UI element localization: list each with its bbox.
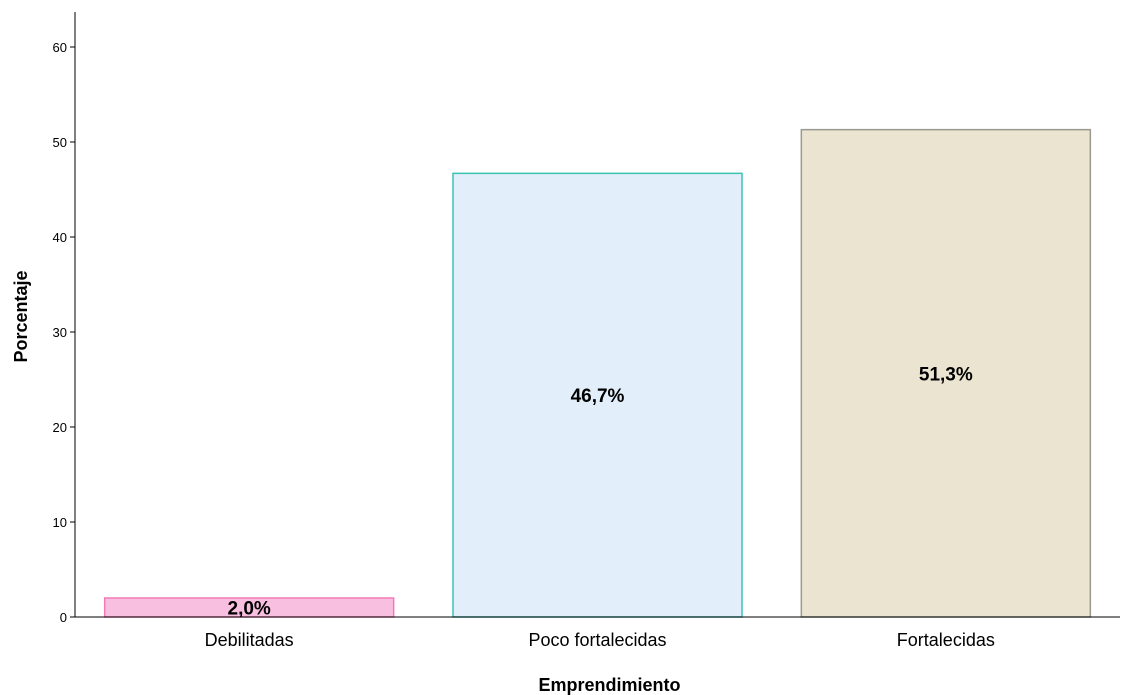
bar	[800, 128, 1092, 618]
bar-value-labels: 2,0% 46,7% 51,3%	[228, 364, 973, 619]
x-category-label: Poco fortalecidas	[528, 630, 666, 650]
x-category-label: Fortalecidas	[897, 630, 995, 650]
y-tick-label: 0	[60, 610, 67, 625]
x-category-label: Debilitadas	[205, 630, 294, 650]
y-tick-label: 40	[53, 230, 67, 245]
y-axis-ticks: 0 10 20 30 40 50 60	[53, 40, 75, 625]
bar-value-label: 2,0%	[228, 599, 271, 620]
y-axis-title: Porcentaje	[11, 270, 31, 362]
bars	[103, 128, 1092, 618]
bar-value-label: 51,3%	[919, 364, 973, 385]
bar	[452, 172, 743, 618]
x-axis-title: Emprendimiento	[538, 675, 680, 695]
y-tick-label: 10	[53, 515, 67, 530]
y-tick-label: 50	[53, 135, 67, 150]
bar-value-label: 46,7%	[571, 386, 625, 407]
x-axis-category-labels: Debilitadas Poco fortalecidas Fortalecidas	[205, 630, 995, 650]
y-tick-label: 60	[53, 40, 67, 55]
y-tick-label: 20	[53, 420, 67, 435]
y-tick-label: 30	[53, 325, 67, 340]
